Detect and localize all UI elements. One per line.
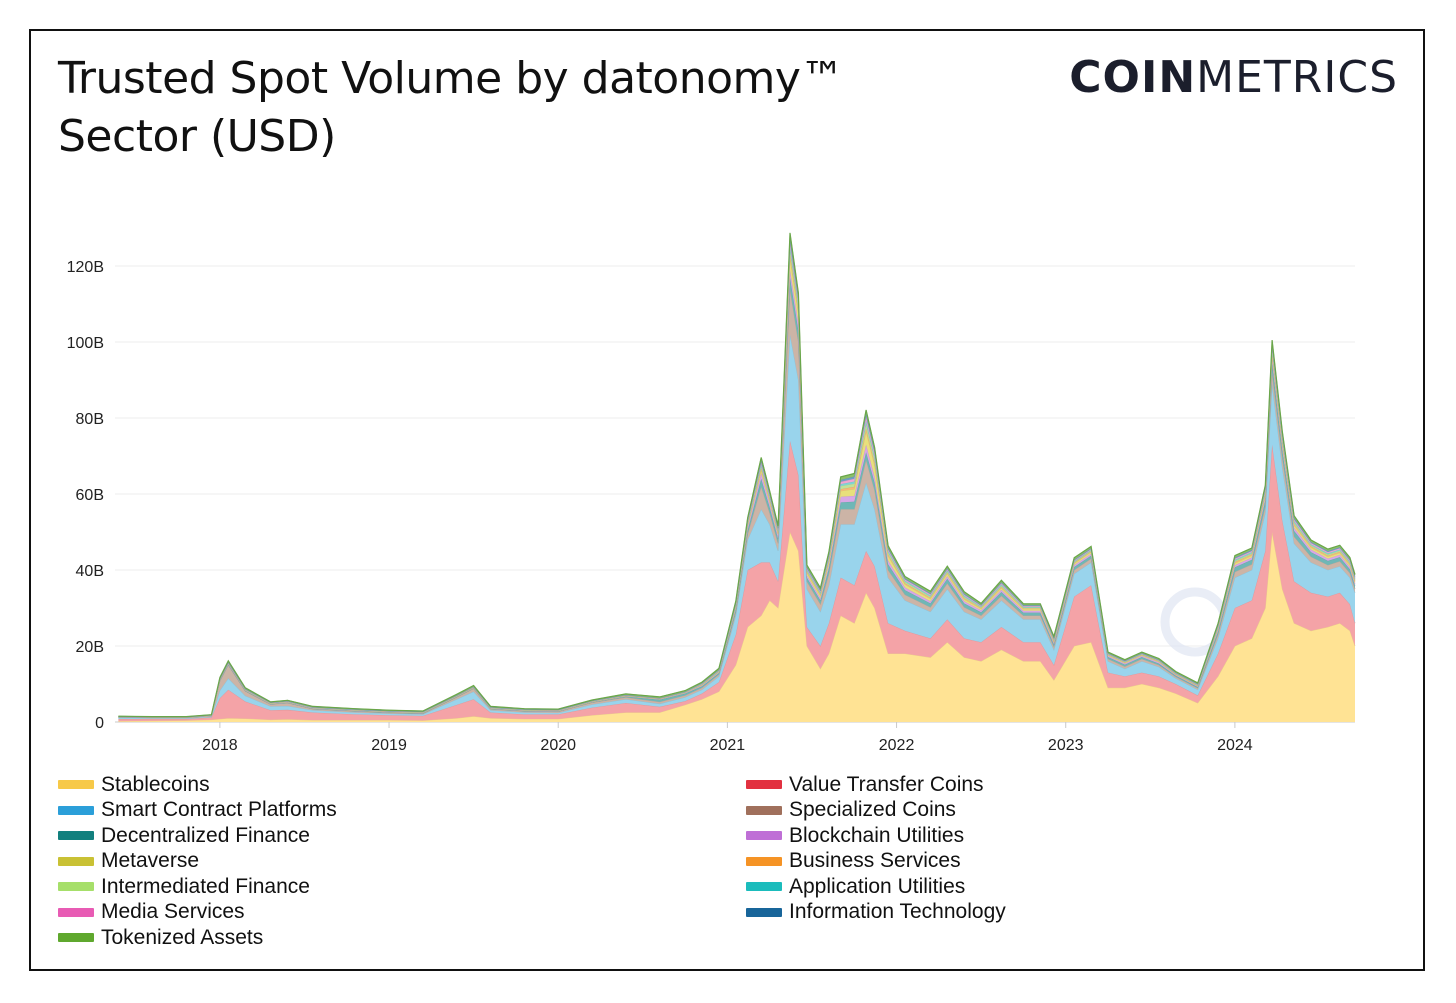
legend-swatch <box>58 882 94 892</box>
x-tick-label: 2021 <box>710 737 746 754</box>
legend-swatch <box>58 907 94 917</box>
legend-item-decentralized-finance[interactable]: Decentralized Finance <box>58 823 337 849</box>
logo-bold-text: COIN <box>1069 52 1197 103</box>
legend-label: Smart Contract Platforms <box>101 798 337 822</box>
legend-swatch <box>746 780 782 790</box>
coinmetrics-logo: COINMETRICS <box>1069 52 1398 104</box>
legend-label: Value Transfer Coins <box>789 772 984 796</box>
legend-label: Business Services <box>789 849 961 873</box>
legend-label: Intermediated Finance <box>101 874 310 898</box>
legend-label: Information Technology <box>789 900 1006 924</box>
logo-light-text: METRICS <box>1196 52 1398 103</box>
x-tick-label: 2024 <box>1217 737 1253 754</box>
y-tick-label: 100B <box>67 335 104 352</box>
total-outline <box>118 232 1356 718</box>
legend-swatch <box>746 805 782 815</box>
legend-item-business-services[interactable]: Business Services <box>746 849 1006 875</box>
legend-label: Media Services <box>101 900 245 924</box>
legend-item-metaverse[interactable]: Metaverse <box>58 849 337 875</box>
x-tick-label: 2022 <box>879 737 915 754</box>
legend-item-value-transfer-coins[interactable]: Value Transfer Coins <box>746 772 1006 798</box>
legend-swatch <box>58 805 94 815</box>
y-tick-label: 40B <box>76 563 104 580</box>
y-tick-label: 20B <box>76 639 104 656</box>
legend-left-column: Stablecoins Smart Contract Platforms Decen… <box>58 772 337 951</box>
legend-right-column: Value Transfer Coins Specialized Coins Blo… <box>746 772 1006 925</box>
legend-swatch <box>58 856 94 866</box>
chart-frame <box>29 29 1425 971</box>
x-tick-label: 2019 <box>371 737 407 754</box>
y-tick-label: 120B <box>67 259 104 276</box>
legend-label: Stablecoins <box>101 772 210 796</box>
y-tick-label: 80B <box>76 411 104 428</box>
x-tick-label: 2018 <box>202 737 238 754</box>
legend-swatch <box>58 780 94 790</box>
legend-label: Application Utilities <box>789 874 966 898</box>
legend-item-information-technology[interactable]: Information Technology <box>746 900 1006 926</box>
legend-item-blockchain-utilities[interactable]: Blockchain Utilities <box>746 823 1006 849</box>
legend-item-application-utilities[interactable]: Application Utilities <box>746 874 1006 900</box>
legend-swatch <box>746 856 782 866</box>
legend-item-intermediated-finance[interactable]: Intermediated Finance <box>58 874 337 900</box>
legend-item-specialized-coins[interactable]: Specialized Coins <box>746 798 1006 824</box>
legend-swatch <box>58 933 94 943</box>
x-tick-label: 2020 <box>540 737 576 754</box>
legend-item-smart-contract-platforms[interactable]: Smart Contract Platforms <box>58 798 337 824</box>
legend-swatch <box>746 831 782 841</box>
legend-swatch <box>58 831 94 841</box>
legend-item-tokenized-assets[interactable]: Tokenized Assets <box>58 925 337 951</box>
legend-label: Decentralized Finance <box>101 823 310 847</box>
chart-title: Trusted Spot Volume by datonomy™ Sector … <box>58 53 844 162</box>
legend-item-stablecoins[interactable]: Stablecoins <box>58 772 337 798</box>
legend-item-media-services[interactable]: Media Services <box>58 900 337 926</box>
legend-swatch <box>746 907 782 917</box>
x-tick-label: 2023 <box>1048 737 1084 754</box>
legend-label: Tokenized Assets <box>101 925 264 949</box>
legend-label: Metaverse <box>101 849 200 873</box>
area-stablecoins <box>118 532 1355 722</box>
x-axis: 2018 2019 2020 2021 2022 2023 2024 <box>202 722 1253 754</box>
y-tick-label: 0 <box>95 715 104 732</box>
legend-swatch <box>746 882 782 892</box>
y-tick-label: 60B <box>76 487 104 504</box>
legend-label: Blockchain Utilities <box>789 823 965 847</box>
legend-label: Specialized Coins <box>789 798 956 822</box>
area-series <box>118 232 1356 722</box>
y-axis: 0 20B 40B 60B 80B 100B 120B <box>67 259 104 732</box>
